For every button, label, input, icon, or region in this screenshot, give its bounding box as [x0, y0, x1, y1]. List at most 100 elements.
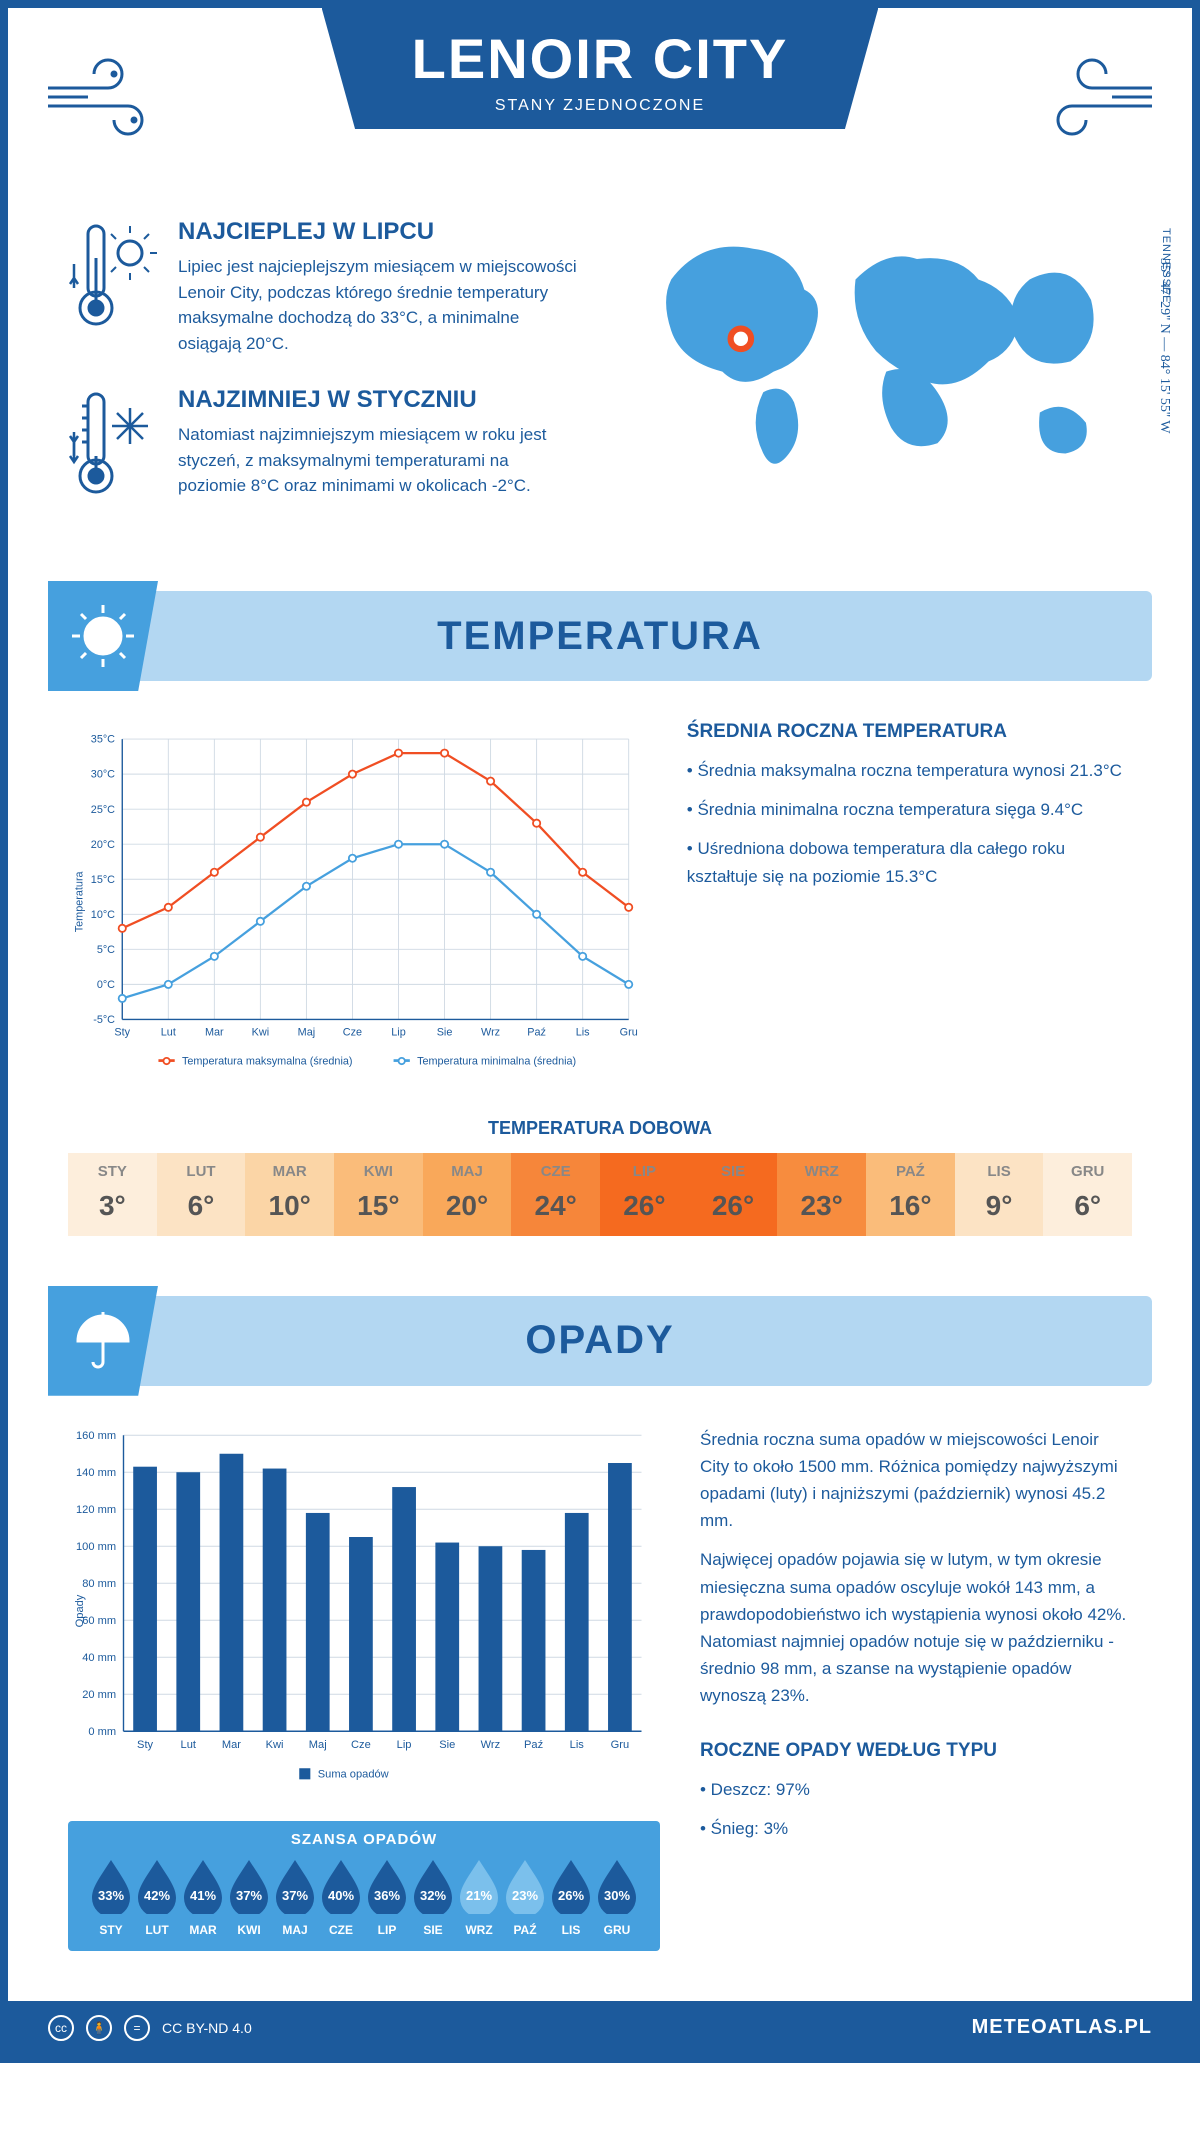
temp-cell: WRZ23° [777, 1153, 866, 1236]
temp-cell: MAJ20° [423, 1153, 512, 1236]
svg-text:20 mm: 20 mm [82, 1689, 116, 1701]
fact-hot-title: NAJCIEPLEJ W LIPCU [178, 218, 580, 246]
svg-text:Sie: Sie [437, 1027, 453, 1039]
temp-cell: LIP26° [600, 1153, 689, 1236]
chance-drop: 37% KWI [226, 1858, 272, 1937]
chance-drop: 21% WRZ [456, 1858, 502, 1937]
svg-text:21%: 21% [466, 1888, 492, 1903]
chance-drop: 37% MAJ [272, 1858, 318, 1937]
svg-text:42%: 42% [144, 1888, 170, 1903]
world-map-icon [620, 218, 1132, 484]
temperature-section-header: TEMPERATURA [48, 591, 1152, 681]
precip-p1: Średnia roczna suma opadów w miejscowośc… [700, 1426, 1132, 1535]
svg-text:25°C: 25°C [91, 804, 115, 816]
svg-text:30°C: 30°C [91, 769, 115, 781]
temp-cell: KWI15° [334, 1153, 423, 1236]
precipitation-bar-chart: 0 mm 20 mm 40 mm 60 mm 80 mm 100 mm 120 mm 140 … [68, 1426, 660, 1796]
umbrella-icon [48, 1286, 158, 1396]
svg-text:0°C: 0°C [97, 979, 115, 991]
svg-text:23%: 23% [512, 1888, 538, 1903]
svg-text:30%: 30% [604, 1888, 630, 1903]
svg-text:37%: 37% [282, 1888, 308, 1903]
svg-text:Lip: Lip [397, 1739, 412, 1751]
chance-drop: 40% CZE [318, 1858, 364, 1937]
footer: cc 🧍 = CC BY-ND 4.0 METEOATLAS.PL [8, 2001, 1192, 2055]
svg-text:20°C: 20°C [91, 839, 115, 851]
svg-text:0 mm: 0 mm [88, 1726, 116, 1738]
svg-text:Temperatura minimalna (średnia: Temperatura minimalna (średnia) [417, 1056, 576, 1068]
chance-drops-row: 33% STY 42% LUT 41% MAR 37% KWI 37% MAJ [88, 1858, 640, 1937]
fact-hot: NAJCIEPLEJ W LIPCU Lipiec jest najcieple… [68, 218, 580, 356]
chance-box: SZANSA OPADÓW 33% STY 42% LUT 41% MAR 37… [68, 1821, 660, 1951]
location-marker-icon [731, 329, 751, 349]
city-title: LENOIR CITY [412, 26, 789, 91]
svg-text:Temperatura maksymalna (średni: Temperatura maksymalna (średnia) [182, 1056, 353, 1068]
thermometer-cold-icon [68, 386, 158, 511]
daily-temp-grid: STY3°LUT6°MAR10°KWI15°MAJ20°CZE24°LIP26°… [68, 1153, 1132, 1236]
svg-text:Lut: Lut [161, 1027, 176, 1039]
svg-text:Suma opadów: Suma opadów [318, 1768, 390, 1780]
precip-type-heading: ROCZNE OPADY WEDŁUG TYPU [700, 1740, 1132, 1762]
svg-text:Mar: Mar [205, 1027, 224, 1039]
intro-row: NAJCIEPLEJ W LIPCU Lipiec jest najcieple… [8, 208, 1192, 571]
thermometer-hot-icon [68, 218, 158, 356]
svg-text:Maj: Maj [309, 1739, 327, 1751]
svg-text:40 mm: 40 mm [82, 1652, 116, 1664]
chance-drop: 33% STY [88, 1858, 134, 1937]
svg-text:Wrz: Wrz [481, 1739, 501, 1751]
title-banner: LENOIR CITY STANY ZJEDNOCZONE [322, 8, 879, 129]
svg-text:37%: 37% [236, 1888, 262, 1903]
temp-cell: LIS9° [955, 1153, 1044, 1236]
nd-icon: = [124, 2015, 150, 2041]
by-icon: 🧍 [86, 2015, 112, 2041]
svg-text:80 mm: 80 mm [82, 1578, 116, 1590]
svg-text:26%: 26% [558, 1888, 584, 1903]
svg-text:Gru: Gru [611, 1739, 630, 1751]
precip-type-snow: • Śnieg: 3% [700, 1815, 1132, 1842]
svg-text:Maj: Maj [298, 1027, 315, 1039]
temperature-line-chart: -5°C0°C5°C10°C15°C20°C25°C30°C35°CStyLut… [68, 721, 647, 1083]
svg-text:Gru: Gru [620, 1027, 638, 1039]
svg-text:60 mm: 60 mm [82, 1615, 116, 1627]
temp-summary-heading: ŚREDNIA ROCZNA TEMPERATURA [687, 721, 1132, 743]
svg-text:10°C: 10°C [91, 909, 115, 921]
svg-text:Paź: Paź [524, 1739, 543, 1751]
fact-hot-text: Lipiec jest najcieplejszym miesiącem w m… [178, 254, 580, 356]
wind-icon [1022, 48, 1162, 148]
temp-cell: LUT6° [157, 1153, 246, 1236]
svg-text:33%: 33% [98, 1888, 124, 1903]
svg-text:120 mm: 120 mm [76, 1504, 116, 1516]
svg-text:160 mm: 160 mm [76, 1430, 116, 1442]
precip-p2: Najwięcej opadów pojawia się w lutym, w … [700, 1546, 1132, 1709]
svg-text:Wrz: Wrz [481, 1027, 500, 1039]
chance-drop: 36% LIP [364, 1858, 410, 1937]
precipitation-heading: OPADY [48, 1318, 1152, 1363]
svg-text:-5°C: -5°C [93, 1014, 115, 1026]
svg-text:100 mm: 100 mm [76, 1541, 116, 1553]
svg-text:40%: 40% [328, 1888, 354, 1903]
svg-text:36%: 36% [374, 1888, 400, 1903]
daily-temp-heading: TEMPERATURA DOBOWA [68, 1118, 1132, 1139]
temp-cell: MAR10° [245, 1153, 334, 1236]
temperature-heading: TEMPERATURA [48, 614, 1152, 659]
svg-text:140 mm: 140 mm [76, 1467, 116, 1479]
temp-bullet: • Uśredniona dobowa temperatura dla całe… [687, 835, 1132, 889]
svg-text:Cze: Cze [343, 1027, 362, 1039]
svg-text:Mar: Mar [222, 1739, 241, 1751]
svg-text:Sie: Sie [439, 1739, 455, 1751]
chance-drop: 26% LIS [548, 1858, 594, 1937]
svg-text:Lip: Lip [391, 1027, 405, 1039]
coords-label: 35° 47' 29'' N — 84° 15' 55'' W [1156, 258, 1172, 433]
temp-cell: GRU6° [1043, 1153, 1132, 1236]
sun-icon [48, 581, 158, 691]
temp-bullet: • Średnia minimalna roczna temperatura s… [687, 796, 1132, 823]
svg-text:Lut: Lut [181, 1739, 196, 1751]
svg-text:Sty: Sty [137, 1739, 153, 1751]
license-label: CC BY-ND 4.0 [162, 2020, 252, 2036]
precipitation-section-header: OPADY [48, 1296, 1152, 1386]
temp-bullet: • Średnia maksymalna roczna temperatura … [687, 757, 1132, 784]
temp-cell: PAŹ16° [866, 1153, 955, 1236]
temp-cell: SIE26° [689, 1153, 778, 1236]
header: LENOIR CITY STANY ZJEDNOCZONE [8, 8, 1192, 208]
svg-text:Temperatura: Temperatura [73, 870, 85, 932]
